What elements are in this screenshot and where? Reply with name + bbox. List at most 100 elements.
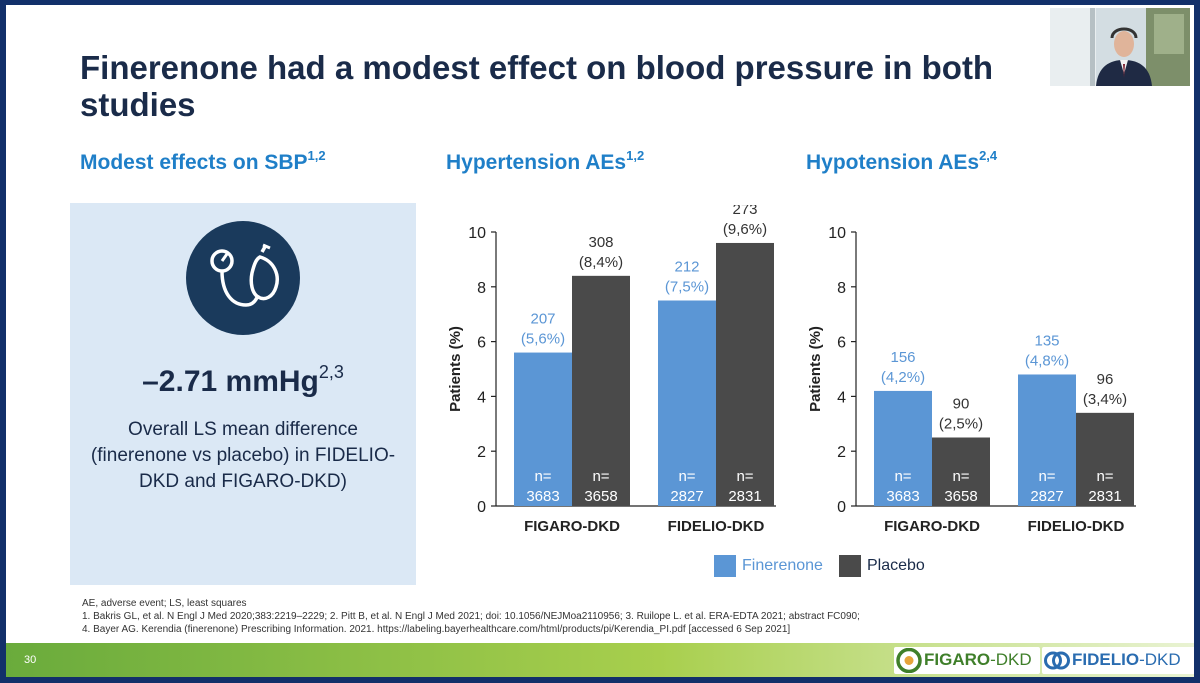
sbp-value: –2.71 mmHg2,3 <box>70 362 416 399</box>
hypertension-chart-ytick-label: 10 <box>468 225 486 242</box>
hypertension-chart-n-value: 2831 <box>728 488 761 505</box>
legend-swatch-placebo <box>839 555 861 577</box>
hypotension-chart-svg: 0 2 4 6 8 10 Patients (%) 156 (4,2%) n= 3683 90 (2,5… <box>807 225 1146 535</box>
hypotension-chart: 0 2 4 6 8 10 Patients (%) 156 (4,2%) n= 3683 90 (2,5… <box>796 205 1146 540</box>
hypotension-chart-data-label-count: 90 <box>953 396 970 413</box>
fidelio-logo-suffix: -DKD <box>1139 650 1181 669</box>
hypotension-chart-n-value: 2831 <box>1088 488 1121 505</box>
hypotension-chart-data-label-count: 96 <box>1097 371 1114 388</box>
hypertension-chart-bar-finerenone <box>514 352 572 506</box>
hypotension-chart-n-value: 3683 <box>886 488 919 505</box>
figaro-logo-icon <box>896 648 922 673</box>
hypotension-chart-data-label-count: 156 <box>890 349 915 366</box>
hypotension-chart-data-label-count: 135 <box>1034 332 1059 349</box>
hypertension-chart-n-prefix: n= <box>678 468 695 485</box>
hypotension-chart-data-label-pct: (2,5%) <box>939 416 983 433</box>
sbp-panel: –2.71 mmHg2,3 Overall LS mean difference… <box>70 203 416 585</box>
sbp-description: Overall LS mean difference (finerenone v… <box>90 419 396 492</box>
hypotension-chart-ytick-label: 6 <box>837 335 846 352</box>
legend-label-finerenone: Finerenone <box>742 557 823 574</box>
fidelio-logo-prefix: FIDELIO <box>1072 650 1140 669</box>
hypotension-chart-data-label-pct: (3,4%) <box>1083 391 1127 408</box>
figaro-dkd-logo: FIGARO-DKD <box>894 647 1040 674</box>
hypotension-chart-ytick-label: 4 <box>837 389 846 406</box>
hypertension-chart-data-label-pct: (9,6%) <box>723 221 767 238</box>
hypotension-chart-category-label: FIDELIO-DKD <box>1028 518 1125 535</box>
legend-label-placebo: Placebo <box>867 557 925 574</box>
hypotension-chart-n-prefix: n= <box>1096 468 1113 485</box>
hypotension-chart-n-prefix: n= <box>894 468 911 485</box>
hypertension-chart-data-label-count: 212 <box>674 259 699 276</box>
hypertension-chart-ytick-label: 4 <box>477 389 486 406</box>
footer-bar: 30 FIGARO-DKD FIDELIO-DKD <box>6 643 1194 677</box>
speaker-video-image <box>1050 8 1190 86</box>
slide-title: Finerenone had a modest effect on blood … <box>80 49 994 123</box>
hypertension-chart-ytick-label: 6 <box>477 335 486 352</box>
hypertension-chart-n-value: 2827 <box>670 488 703 505</box>
figaro-logo-suffix: -DKD <box>990 650 1032 669</box>
hypertension-chart-bar-placebo <box>572 275 630 506</box>
hypertension-chart-ytick-label: 2 <box>477 444 486 461</box>
hypertension-chart-data-label-pct: (5,6%) <box>521 331 565 348</box>
hypertension-chart-data-label-count: 308 <box>588 234 613 251</box>
figaro-logo-prefix: FIGARO <box>924 650 991 669</box>
footnote-abbreviations: AE, adverse event; LS, least squares <box>82 598 247 609</box>
hypertension-chart-category-label: FIGARO-DKD <box>524 518 620 535</box>
footnote-references-2: 4. Bayer AG. Kerendia (finerenone) Presc… <box>82 624 791 635</box>
figaro-logo-text: FIGARO-DKD <box>924 650 1032 670</box>
hypotension-chart-data-label-pct: (4,2%) <box>881 369 925 386</box>
hypertension-heading-ref: 1,2 <box>626 148 645 163</box>
hypotension-chart-ytick-label: 2 <box>837 444 846 461</box>
hypotension-chart-ytick-label: 10 <box>828 225 846 242</box>
hypotension-heading-ref: 2,4 <box>979 148 998 163</box>
hypertension-chart-bar-placebo <box>716 242 774 506</box>
page-number: 30 <box>24 654 37 666</box>
sbp-heading-text: Modest effects on SBP <box>80 151 308 174</box>
hypertension-chart-n-prefix: n= <box>736 468 753 485</box>
hypotension-chart-data-label-pct: (4,8%) <box>1025 352 1069 369</box>
hypotension-chart-n-prefix: n= <box>1038 468 1055 485</box>
hypertension-heading-text: Hypertension AEs <box>446 151 627 174</box>
sbp-value-text: –2.71 mmHg <box>142 365 319 398</box>
hypertension-chart-category-label: FIDELIO-DKD <box>668 518 765 535</box>
hypertension-chart-n-prefix: n= <box>534 468 551 485</box>
hypertension-chart-n-value: 3658 <box>584 488 617 505</box>
blood-pressure-gauge-icon <box>186 221 300 335</box>
hypertension-chart-data-label-pct: (7,5%) <box>665 279 709 296</box>
hypertension-chart-ytick-label: 0 <box>477 499 486 516</box>
hypotension-heading-text: Hypotension AEs <box>806 151 980 174</box>
hypertension-chart: 0 2 4 6 8 10 Patients (%) 207 (5,6%) n= 3683 308 (8,… <box>436 201 786 540</box>
hypertension-chart-data-label-count: 207 <box>530 311 555 328</box>
hypertension-chart-n-value: 3683 <box>526 488 559 505</box>
hypotension-chart-bar-finerenone <box>874 390 932 506</box>
hypertension-chart-svg: 0 2 4 6 8 10 Patients (%) 207 (5,6%) n= 3683 308 (8,… <box>447 201 786 535</box>
legend-swatch-finerenone <box>714 555 736 577</box>
footnotes: AE, adverse event; LS, least squares 1. … <box>82 597 860 636</box>
hypotension-chart-n-value: 2827 <box>1030 488 1063 505</box>
hypotension-chart-ytick-label: 0 <box>837 499 846 516</box>
fidelio-dkd-logo: FIDELIO-DKD <box>1042 647 1194 674</box>
hypotension-chart-bar-placebo <box>932 437 990 506</box>
sbp-heading-ref: 1,2 <box>307 148 326 163</box>
hypotension-heading: Hypotension AEs2,4 <box>806 148 998 175</box>
hypertension-chart-data-label-count: 273 <box>732 205 757 218</box>
hypertension-chart-data-label-pct: (8,4%) <box>579 254 623 271</box>
hypotension-chart-n-prefix: n= <box>952 468 969 485</box>
hypotension-chart-n-value: 3658 <box>944 488 977 505</box>
hypotension-chart-y-axis-label: Patients (%) <box>807 326 824 412</box>
hypertension-chart-y-axis-label: Patients (%) <box>447 326 464 412</box>
webcam-thumbnail <box>1050 8 1190 86</box>
slide: Finerenone had a modest effect on blood … <box>6 5 1194 677</box>
hypertension-chart-bar-finerenone <box>658 300 716 506</box>
fidelio-logo-icon <box>1044 651 1070 670</box>
footnote-references-1: 1. Bakris GL, et al. N Engl J Med 2020;3… <box>82 611 860 622</box>
sbp-value-ref: 2,3 <box>318 362 344 382</box>
hypotension-chart-bar-finerenone <box>1018 374 1076 506</box>
hypertension-chart-ytick-label: 8 <box>477 280 486 297</box>
hypertension-heading: Hypertension AEs1,2 <box>446 148 645 175</box>
hypertension-chart-n-prefix: n= <box>592 468 609 485</box>
fidelio-logo-text: FIDELIO-DKD <box>1072 650 1181 670</box>
hypotension-chart-category-label: FIGARO-DKD <box>884 518 980 535</box>
hypotension-chart-bar-placebo <box>1076 412 1134 506</box>
sbp-heading: Modest effects on SBP1,2 <box>80 148 326 175</box>
